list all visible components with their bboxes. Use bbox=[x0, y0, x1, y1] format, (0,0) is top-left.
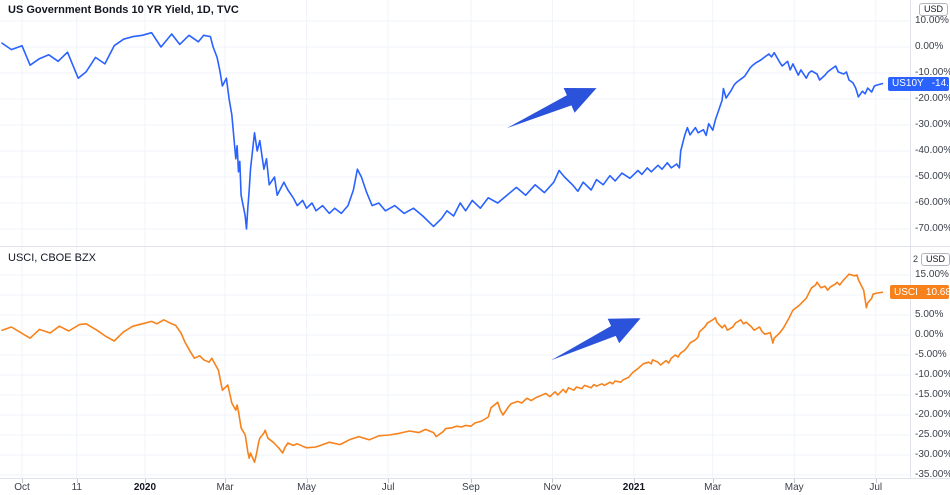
time-axis-label: Mar bbox=[704, 482, 722, 493]
price-axis-label: -20.00% bbox=[915, 409, 950, 420]
price-axis-label: 10.00% bbox=[915, 15, 949, 26]
time-axis-label: Mar bbox=[216, 482, 234, 493]
time-axis-label: May bbox=[297, 482, 317, 493]
time-axis-tick bbox=[633, 479, 635, 483]
pane2-legend-title[interactable]: USCI, CBOE BZX bbox=[8, 252, 97, 264]
time-axis-label: 11 bbox=[71, 482, 83, 493]
time-axis-label: 2020 bbox=[133, 482, 157, 493]
price-axis-label: -10.00% bbox=[915, 369, 950, 380]
price-axis-label: -20.00% bbox=[915, 93, 950, 104]
price-axis-label: -10.00% bbox=[915, 67, 950, 78]
price-axis-label: 15.00% bbox=[915, 269, 949, 280]
price-axis-label: -30.00% bbox=[915, 119, 950, 130]
time-axis-tick bbox=[388, 479, 390, 483]
price-axis[interactable]: USD 2 USD US10Y -14.07% USCI 10.68% 10.0… bbox=[888, 0, 950, 480]
pane2-scale-index: 2 bbox=[913, 254, 919, 264]
time-axis-tick bbox=[712, 479, 714, 483]
price-axis-label: -25.00% bbox=[915, 429, 950, 440]
currency-chip-pane1[interactable]: USD bbox=[919, 3, 949, 16]
price-axis-label: -40.00% bbox=[915, 145, 950, 156]
us10y-badge-value: -14.07% bbox=[931, 78, 950, 90]
price-axis-label: -15.00% bbox=[915, 389, 950, 400]
time-axis-tick bbox=[794, 479, 796, 483]
chart-plot-area[interactable] bbox=[0, 0, 910, 478]
time-axis-tick bbox=[552, 479, 554, 483]
price-axis-label: 5.00% bbox=[915, 309, 944, 320]
time-axis-tick bbox=[76, 479, 78, 483]
time-axis[interactable]: Oct 11 2020 Mar May Jul Sep Nov 2021 Mar May Jul bbox=[0, 478, 950, 495]
time-axis-tick bbox=[875, 479, 877, 483]
us10y-badge-symbol: US10Y bbox=[892, 78, 924, 90]
time-axis-label: 2021 bbox=[622, 482, 646, 493]
trend-arrow-annotation[interactable] bbox=[507, 88, 597, 129]
time-axis-label: Oct bbox=[14, 482, 30, 493]
time-axis-label: Nov bbox=[543, 482, 562, 493]
price-axis-label: -70.00% bbox=[915, 223, 950, 234]
time-axis-tick bbox=[144, 479, 146, 483]
us10y-price-badge: US10Y -14.07% bbox=[888, 76, 950, 91]
time-axis-tick bbox=[306, 479, 308, 483]
usci-badge-symbol: USCI bbox=[894, 286, 918, 298]
price-axis-label: -50.00% bbox=[915, 171, 950, 182]
trend-arrow-annotation[interactable] bbox=[551, 318, 641, 361]
time-axis-tick bbox=[225, 479, 227, 483]
price-axis-label: 0.00% bbox=[915, 41, 944, 52]
usci-price-badge: USCI 10.68% bbox=[890, 285, 950, 300]
price-axis-label: -5.00% bbox=[915, 349, 947, 360]
pane1-legend-title[interactable]: US Government Bonds 10 YR Yield, 1D, TVC bbox=[8, 4, 239, 16]
price-axis-label: -30.00% bbox=[915, 449, 950, 460]
time-axis-tick bbox=[470, 479, 472, 483]
price-axis-label: -60.00% bbox=[915, 197, 950, 208]
usci-series-line[interactable] bbox=[1, 273, 884, 464]
pane-separator[interactable] bbox=[0, 246, 950, 247]
time-axis-label: Jul bbox=[381, 482, 395, 493]
price-axis-label: -35.00% bbox=[915, 469, 950, 480]
usci-badge-value: 10.68% bbox=[925, 286, 950, 298]
currency-chip-pane2[interactable]: USD bbox=[921, 253, 950, 266]
time-axis-label: May bbox=[784, 482, 804, 493]
time-axis-label: Jul bbox=[869, 482, 883, 493]
us10y-series-line[interactable] bbox=[1, 31, 884, 230]
time-axis-tick bbox=[22, 479, 24, 483]
price-axis-label: 0.00% bbox=[915, 329, 944, 340]
time-axis-label: Sep bbox=[462, 482, 480, 493]
